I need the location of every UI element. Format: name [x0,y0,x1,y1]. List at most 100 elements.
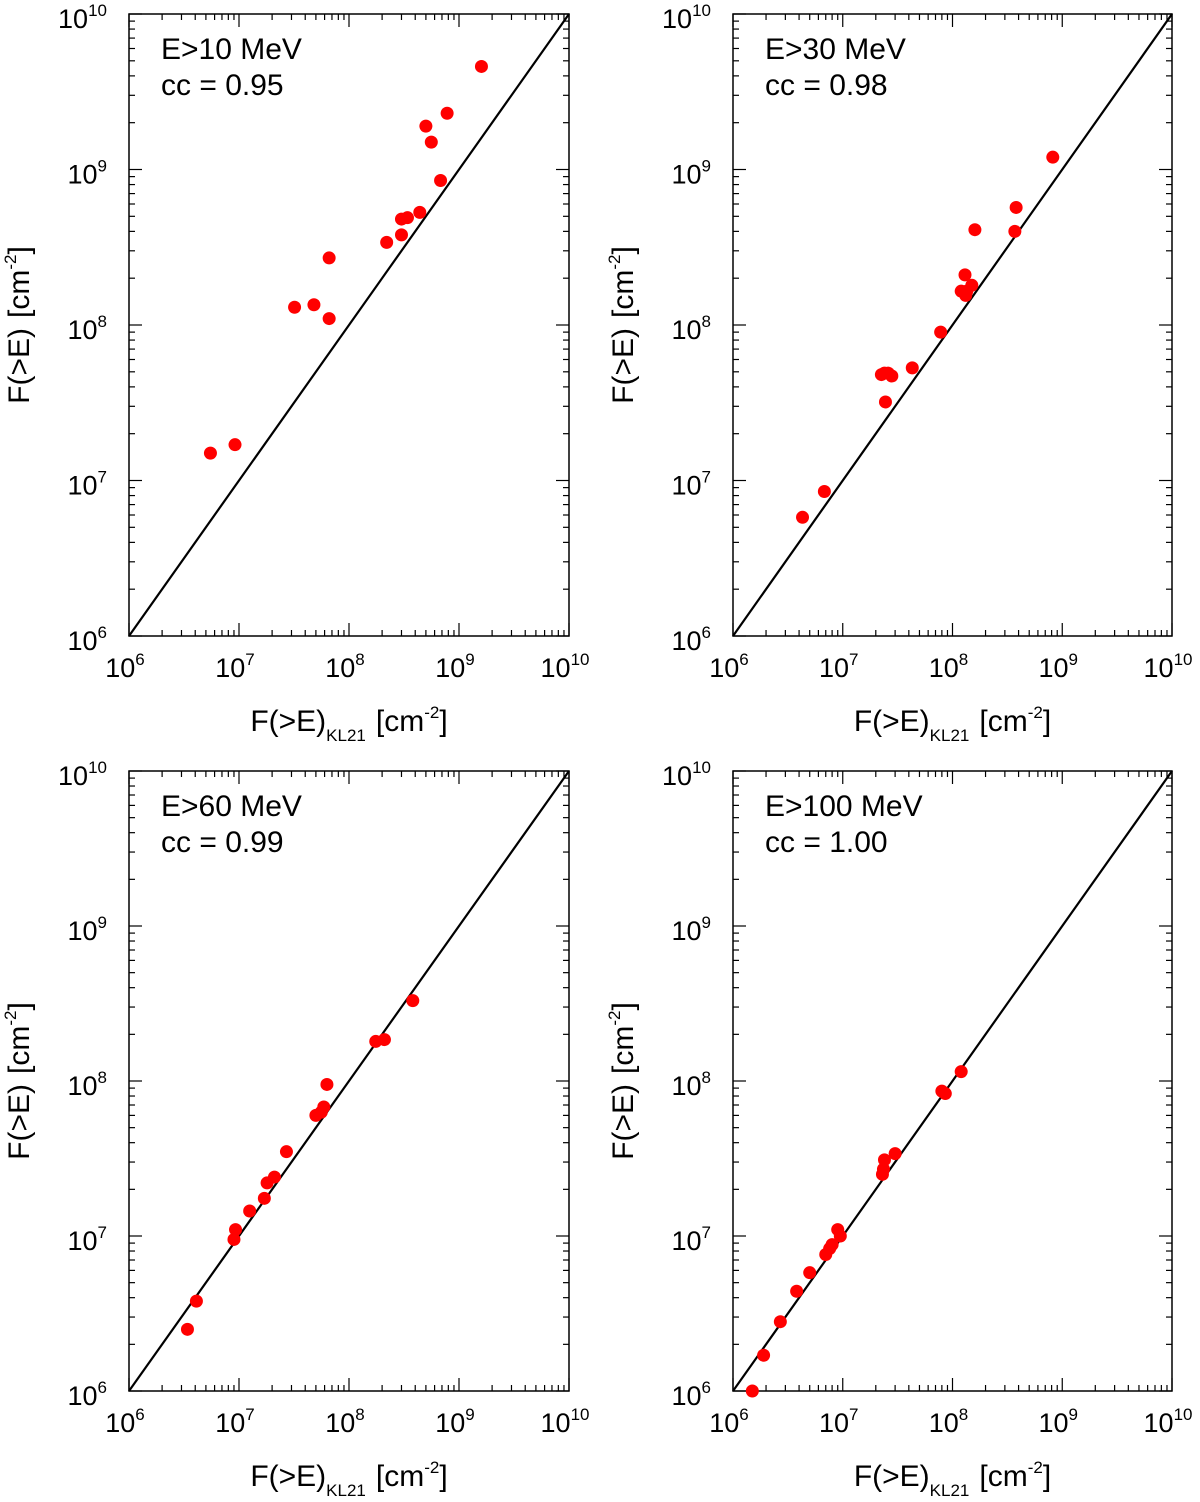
data-point [833,1229,847,1243]
energy-annotation: E>100 MeV [765,790,923,823]
data-point [279,1145,293,1159]
x-tick-label: 1010 [1144,650,1193,683]
data-point [968,223,982,237]
one-to-one-line [732,770,1173,1392]
x-tick-label: 106 [709,1405,749,1438]
x-tick-label: 107 [819,650,859,683]
x-tick-label: 109 [435,650,475,683]
data-point [307,298,321,312]
data-point [878,395,892,409]
data-point [1009,200,1023,214]
energy-annotation: E>30 MeV [765,33,906,66]
data-point [257,1191,271,1205]
data-point [424,135,438,149]
cc-annotation: cc = 0.99 [161,826,284,859]
y-tick-label: 1010 [662,1,711,34]
data-point [958,268,972,282]
data-point [796,510,810,524]
one-to-one-line [128,770,570,1392]
data-point [229,1223,243,1237]
data-point [180,1322,194,1336]
data-point [817,484,831,498]
y-tick-label: 108 [67,312,107,345]
y-tick-label: 109 [671,913,711,946]
x-tick-label: 107 [215,1405,255,1438]
data-point [934,325,948,339]
data-point [322,312,336,326]
y-tick-label: 106 [67,1378,107,1411]
x-tick-label: 1010 [541,650,590,683]
x-tick-label: 1010 [1144,1405,1193,1438]
data-point [406,994,420,1008]
x-tick-label: 106 [709,650,749,683]
data-point [885,369,899,383]
y-tick-label: 109 [671,157,711,190]
data-point [189,1294,203,1308]
cc-annotation: cc = 0.95 [161,69,284,102]
cc-annotation: cc = 0.98 [765,69,888,102]
x-tick-label: 106 [105,650,145,683]
y-tick-label: 107 [671,468,711,501]
data-point [394,228,408,242]
data-point [825,1238,839,1252]
data-point [905,361,919,375]
data-point [419,119,433,133]
data-point [440,106,454,120]
x-axis-label: F(>E)KL21 [cm-2] [250,1458,447,1500]
data-point [380,235,394,249]
x-tick-label: 108 [929,650,969,683]
x-tick-label: 107 [819,1405,859,1438]
x-tick-label: 108 [325,1405,365,1438]
data-point [267,1170,281,1184]
data-point [400,211,414,225]
data-point [377,1033,391,1047]
one-to-one-line [128,13,570,637]
data-point [745,1384,759,1398]
data-point [877,1153,891,1167]
data-point [474,59,488,73]
data-point [965,278,979,292]
energy-annotation: E>60 MeV [161,790,302,823]
cc-annotation: cc = 1.00 [765,826,888,859]
x-tick-label: 1010 [541,1405,590,1438]
data-point [938,1087,952,1101]
y-tick-label: 108 [671,312,711,345]
x-tick-label: 108 [929,1405,969,1438]
data-point [1046,150,1060,164]
x-axis-label: F(>E)KL21 [cm-2] [854,703,1051,745]
y-tick-label: 107 [67,468,107,501]
y-tick-label: 1010 [58,758,107,791]
y-tick-label: 108 [67,1068,107,1101]
one-to-one-line [732,13,1173,637]
x-tick-label: 108 [325,650,365,683]
y-tick-label: 109 [67,157,107,190]
y-axis-label: F(>E)[cm-2] [1,1002,36,1160]
x-tick-label: 109 [1038,1405,1078,1438]
y-tick-label: 107 [67,1223,107,1256]
y-tick-label: 106 [671,1378,711,1411]
data-point [317,1100,331,1114]
data-point [288,300,302,314]
data-point [434,173,448,187]
data-point [243,1204,257,1218]
x-axis-label: F(>E)KL21 [cm-2] [250,703,447,745]
y-axis-label: F(>E)[cm-2] [1,246,36,404]
data-point [228,438,242,452]
x-tick-label: 106 [105,1405,145,1438]
x-axis-label: F(>E)KL21 [cm-2] [854,1458,1051,1500]
data-point [203,446,217,460]
y-tick-label: 1010 [58,1,107,34]
y-tick-label: 109 [67,913,107,946]
data-point [803,1266,817,1280]
data-point [954,1065,968,1079]
data-point [227,1232,241,1246]
data-point [757,1348,771,1362]
y-axis-label: F(>E)[cm-2] [605,246,640,404]
data-point [773,1315,787,1329]
data-point [413,205,427,219]
y-tick-label: 108 [671,1068,711,1101]
data-point [888,1147,902,1161]
x-tick-label: 109 [435,1405,475,1438]
